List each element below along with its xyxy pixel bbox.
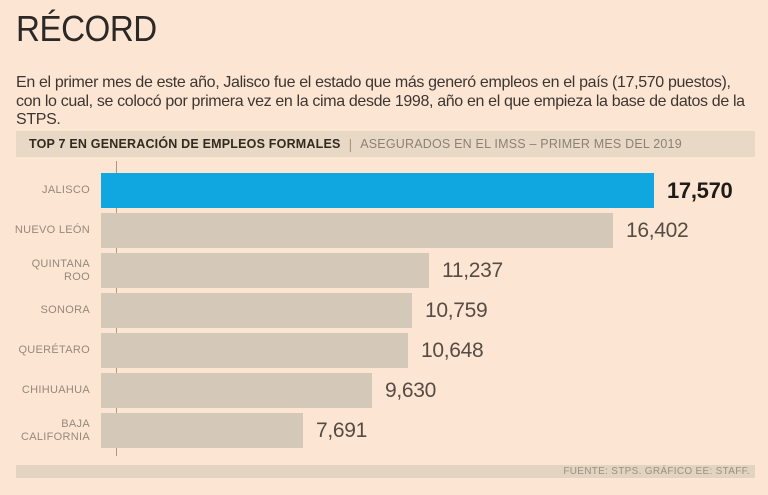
bar-row: NUEVO LEÓN 16,402: [0, 213, 768, 248]
bar-highlight: [101, 173, 654, 208]
source-band: FUENTE: STPS. GRÁFICO EE: STAFF.: [16, 465, 755, 478]
bar-label: JALISCO: [42, 184, 90, 197]
page-title: RÉCORD: [16, 8, 157, 49]
bar-row: QUINTANA ROO 11,237: [0, 253, 768, 288]
bar: [101, 373, 372, 408]
bar-label: NUEVO LEÓN: [14, 224, 90, 237]
bar-label: SONORA: [40, 304, 90, 317]
bar-value: 11,237: [442, 258, 503, 282]
bar-label: QUERÉTARO: [18, 344, 90, 357]
bar-value: 10,648: [421, 338, 484, 362]
intro-text: En el primer mes de este año, Jalisco fu…: [16, 74, 745, 128]
bar-value: 9,630: [385, 378, 437, 402]
bar-value: 16,402: [626, 218, 689, 242]
bar-row: QUERÉTARO 10,648: [0, 333, 768, 368]
bar-value: 7,691: [316, 418, 368, 442]
bar: [101, 333, 408, 368]
bar: [101, 293, 412, 328]
chart-header-divider: |: [348, 136, 353, 152]
chart-header-title: TOP 7 EN GENERACIÓN DE EMPLEOS FORMALES: [29, 137, 341, 151]
bar-row: CHIHUAHUA 9,630: [0, 373, 768, 408]
chart-header-subtitle: ASEGURADOS EN EL IMSS – PRIMER MES DEL 2…: [360, 137, 682, 151]
bar: [101, 413, 303, 448]
bar: [101, 213, 613, 248]
bar-row: JALISCO 17,570: [0, 173, 768, 208]
bar-chart: JALISCO 17,570 NUEVO LEÓN 16,402 QUINTANA ROO…: [0, 173, 768, 453]
bar: [101, 253, 429, 288]
bar-value: 10,759: [425, 298, 488, 322]
bar-label: BAJA CALIFORNIA: [20, 418, 90, 443]
chart-header-band: TOP 7 EN GENERACIÓN DE EMPLEOS FORMALES …: [16, 131, 755, 157]
bar-label: CHIHUAHUA: [21, 384, 90, 397]
source-text: FUENTE: STPS. GRÁFICO EE: STAFF.: [563, 466, 750, 477]
bar-row: SONORA 10,759: [0, 293, 768, 328]
bar-value: 17,570: [667, 177, 733, 203]
bar-label: QUINTANA ROO: [31, 258, 90, 283]
bar-row: BAJA CALIFORNIA 7,691: [0, 413, 768, 448]
